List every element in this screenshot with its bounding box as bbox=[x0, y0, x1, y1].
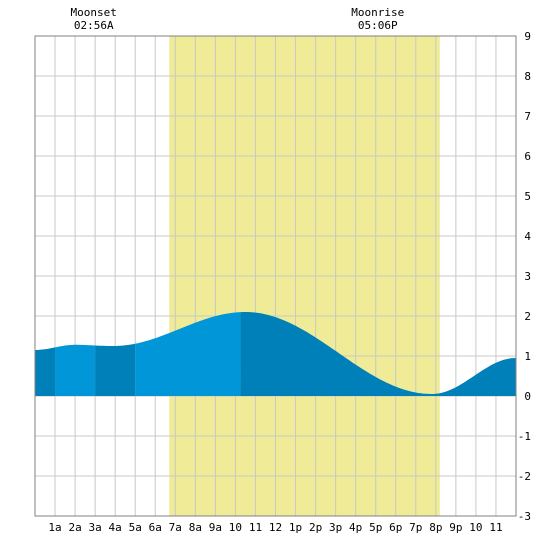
moon-event-label: Moonset bbox=[71, 6, 117, 19]
x-tick-label: 3a bbox=[89, 521, 102, 534]
y-tick-label: 4 bbox=[524, 230, 531, 243]
moon-event-label: Moonrise bbox=[351, 6, 404, 19]
moon-event-time: 02:56A bbox=[74, 19, 114, 32]
moon-event-time: 05:06P bbox=[358, 19, 398, 32]
tide-segment bbox=[135, 312, 241, 396]
x-tick-label: 3p bbox=[329, 521, 342, 534]
x-axis-ticks: 1a 2a 3a 4a 5a 6a 7a 8a 9a 10 11 12 1p 2p 3p 4p 5p 6p 7p 8p… bbox=[48, 521, 502, 534]
x-tick-label: 11 bbox=[249, 521, 262, 534]
x-tick-label: 10 bbox=[229, 521, 242, 534]
tide-segment bbox=[55, 344, 96, 396]
y-tick-label: 9 bbox=[524, 30, 531, 43]
y-tick-label: 7 bbox=[524, 110, 531, 123]
tide-segment bbox=[240, 312, 517, 396]
y-tick-label: 3 bbox=[524, 270, 531, 283]
tide-segment bbox=[35, 347, 56, 396]
y-tick-label: 2 bbox=[524, 310, 531, 323]
x-tick-label: 6p bbox=[389, 521, 402, 534]
y-tick-label: 5 bbox=[524, 190, 531, 203]
x-tick-label: 1a bbox=[48, 521, 61, 534]
x-tick-label: 9a bbox=[209, 521, 222, 534]
y-tick-label: -3 bbox=[518, 510, 531, 523]
x-tick-label: 7a bbox=[169, 521, 182, 534]
grid bbox=[35, 35, 516, 517]
x-tick-label: 8a bbox=[189, 521, 202, 534]
x-tick-label: 6a bbox=[149, 521, 162, 534]
tide-area bbox=[35, 312, 517, 396]
x-tick-label: 7p bbox=[409, 521, 422, 534]
y-tick-label: 1 bbox=[524, 350, 531, 363]
x-tick-label: 2a bbox=[68, 521, 81, 534]
plot-border bbox=[34, 35, 517, 517]
x-tick-label: 5p bbox=[369, 521, 382, 534]
x-tick-label: 11 bbox=[489, 521, 502, 534]
y-axis-ticks: -3 -2 -1 0 1 2 3 4 5 6 7 8 9 bbox=[518, 30, 532, 523]
y-tick-label: -2 bbox=[518, 470, 531, 483]
y-tick-label: -1 bbox=[518, 430, 531, 443]
y-tick-label: 6 bbox=[524, 150, 531, 163]
tide-segment bbox=[95, 343, 136, 396]
x-tick-label: 2p bbox=[309, 521, 322, 534]
x-tick-label: 4a bbox=[109, 521, 122, 534]
x-tick-label: 10 bbox=[469, 521, 482, 534]
y-tick-label: 8 bbox=[524, 70, 531, 83]
x-tick-label: 5a bbox=[129, 521, 142, 534]
y-tick-label: 0 bbox=[524, 390, 531, 403]
x-tick-label: 12 bbox=[269, 521, 282, 534]
x-tick-label: 1p bbox=[289, 521, 302, 534]
x-tick-label: 8p bbox=[429, 521, 442, 534]
x-tick-label: 9p bbox=[449, 521, 462, 534]
x-tick-label: 4p bbox=[349, 521, 362, 534]
